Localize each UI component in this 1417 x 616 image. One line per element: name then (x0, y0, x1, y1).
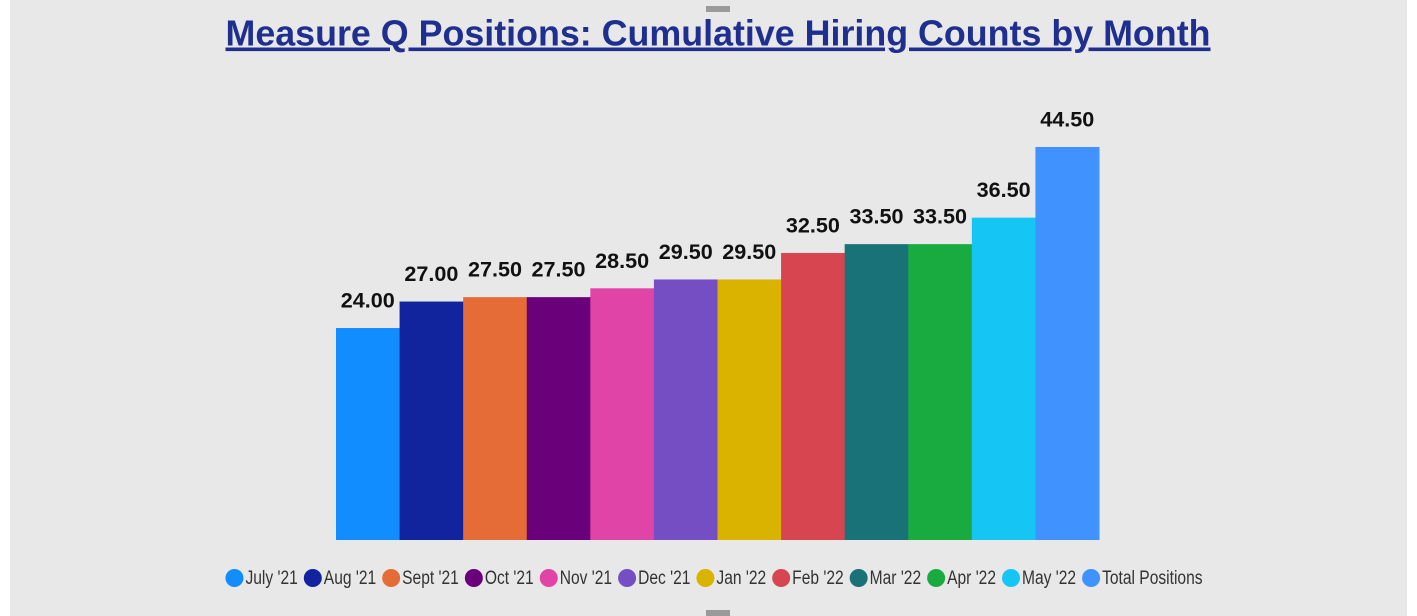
legend-marker (539, 569, 558, 587)
bar (844, 244, 909, 541)
legend-label: Oct '21 (485, 568, 534, 589)
bar (526, 297, 591, 540)
data-label: 24.00 (341, 290, 395, 313)
legend-label: Dec '21 (638, 568, 690, 589)
data-label: 44.50 (1040, 109, 1094, 132)
legend-label: July '21 (245, 568, 297, 589)
legend-label: Mar '22 (870, 568, 921, 589)
data-label: 32.50 (786, 215, 840, 238)
legend-marker (382, 569, 401, 587)
legend-marker (849, 569, 868, 587)
bar (781, 252, 846, 540)
legend-label: Aug '21 (324, 568, 376, 589)
bar (908, 244, 973, 541)
legend-label: Nov '21 (560, 568, 612, 589)
bar (399, 301, 464, 540)
legend-marker (927, 569, 946, 587)
legend-marker (225, 569, 244, 587)
legend-marker (696, 569, 715, 587)
chart-title: Measure Q Positions: Cumulative Hiring C… (226, 13, 1211, 54)
data-label: 28.50 (595, 250, 649, 273)
legend-marker (303, 569, 322, 587)
legend-label: Apr '22 (947, 568, 996, 589)
legend-marker (1002, 569, 1021, 587)
data-label: 27.50 (468, 259, 522, 282)
data-label: 27.50 (532, 259, 586, 282)
resize-handle (706, 610, 730, 616)
resize-handle (706, 6, 730, 12)
bar (971, 217, 1036, 541)
legend-label: Sept '21 (402, 568, 459, 589)
bar (463, 297, 528, 540)
legend-marker (618, 569, 637, 587)
legend-marker (772, 569, 791, 587)
legend-label: Feb '22 (792, 568, 843, 589)
data-label: 27.00 (404, 263, 458, 286)
data-label: 36.50 (977, 179, 1031, 202)
bar (653, 279, 718, 540)
legend-marker (464, 569, 483, 587)
legend-label: Jan '22 (716, 568, 766, 589)
data-label: 33.50 (913, 206, 967, 229)
bar (1035, 147, 1100, 540)
legend-label: May '22 (1022, 568, 1076, 589)
legend-label: Total Positions (1102, 568, 1202, 589)
data-label: 29.50 (659, 241, 713, 264)
bar (717, 279, 782, 540)
data-label: 29.50 (722, 241, 776, 264)
bar (590, 288, 655, 540)
data-label: 33.50 (849, 206, 903, 229)
legend-marker (1082, 569, 1101, 587)
bar (336, 328, 401, 540)
